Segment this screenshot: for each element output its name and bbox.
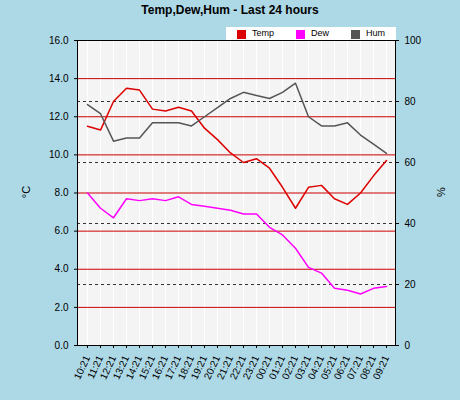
svg-text:20: 20 — [405, 279, 417, 290]
svg-text:03:21: 03:21 — [292, 353, 314, 382]
svg-text:09:21: 09:21 — [371, 353, 392, 381]
svg-text:0.0: 0.0 — [55, 340, 69, 351]
svg-text:18:21: 18:21 — [175, 353, 197, 382]
svg-text:19:21: 19:21 — [188, 353, 210, 382]
svg-text:15:21: 15:21 — [136, 353, 158, 382]
svg-text:0: 0 — [405, 340, 411, 351]
svg-text:16.0: 16.0 — [49, 35, 69, 46]
svg-text:00:21: 00:21 — [253, 353, 275, 382]
svg-text:22:21: 22:21 — [227, 353, 249, 382]
svg-text:10.0: 10.0 — [49, 149, 69, 160]
svg-text:100: 100 — [405, 35, 422, 46]
html-text:Hum: Hum — [366, 28, 385, 39]
svg-text:40: 40 — [405, 218, 417, 229]
svg-text:11:21: 11:21 — [85, 353, 106, 381]
svg-text:12:21: 12:21 — [97, 353, 119, 382]
svg-text:10:21: 10:21 — [71, 353, 93, 382]
svg-text:05:21: 05:21 — [318, 353, 340, 382]
html-text:Dew: Dew — [311, 28, 329, 39]
svg-text:08:21: 08:21 — [357, 353, 379, 382]
svg-text:8.0: 8.0 — [55, 187, 69, 198]
svg-text:13:21: 13:21 — [110, 353, 132, 382]
html-text:Temp: Temp — [252, 28, 274, 39]
svg-text:21:21: 21:21 — [214, 353, 236, 382]
svg-text:12.0: 12.0 — [49, 111, 69, 122]
svg-text:17:21: 17:21 — [162, 353, 184, 382]
svg-text:04:21: 04:21 — [305, 353, 327, 382]
svg-text:16:21: 16:21 — [149, 353, 171, 382]
svg-text:6.0: 6.0 — [55, 225, 69, 236]
svg-text:01:21: 01:21 — [266, 353, 288, 382]
svg-text:06:21: 06:21 — [331, 353, 353, 382]
svg-text:14:21: 14:21 — [123, 353, 145, 382]
svg-text:4.0: 4.0 — [55, 263, 69, 274]
svg-text:07:21: 07:21 — [344, 353, 366, 382]
html-text:°C: °C — [20, 185, 33, 198]
svg-text:20:21: 20:21 — [201, 353, 223, 382]
svg-text:02:21: 02:21 — [279, 353, 301, 382]
svg-text:14.0: 14.0 — [49, 73, 69, 84]
html-text:Temp,Dew,Hum - Last 24 hours: Temp,Dew,Hum - Last 24 hours — [141, 3, 319, 17]
svg-text:60: 60 — [405, 157, 417, 168]
svg-text:2.0: 2.0 — [55, 302, 69, 313]
svg-text:23:21: 23:21 — [240, 353, 262, 382]
svg-text:80: 80 — [405, 96, 417, 107]
